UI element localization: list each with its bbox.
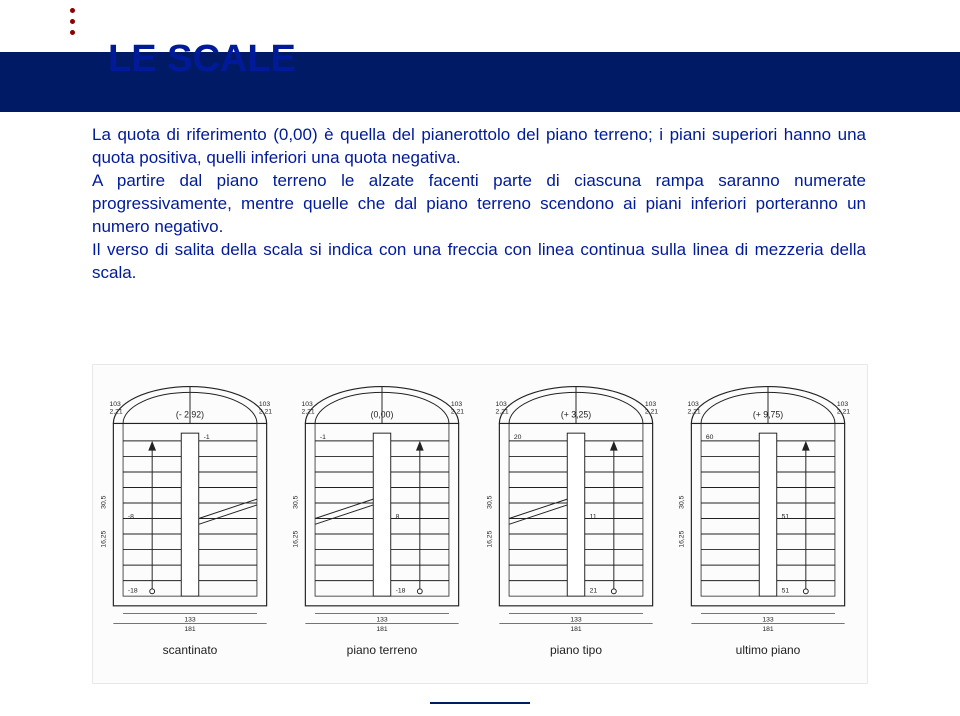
svg-text:103: 103 — [259, 401, 271, 408]
plan-caption: ultimo piano — [677, 643, 859, 657]
svg-text:133: 133 — [184, 616, 196, 623]
stair-plans-figure: (- 2,92)1032,21 1032,21-1 -18 -830,5 16,… — [92, 364, 868, 684]
svg-text:103: 103 — [109, 401, 121, 408]
paragraph-3: Il verso di salita della scala si indica… — [92, 240, 866, 282]
svg-text:2,21: 2,21 — [837, 409, 850, 416]
plan-caption: piano tipo — [485, 643, 667, 657]
svg-text:-1: -1 — [320, 434, 326, 441]
svg-text:-18: -18 — [128, 587, 138, 594]
svg-text:30,5: 30,5 — [293, 495, 300, 508]
svg-text:11: 11 — [590, 514, 597, 521]
svg-text:21: 21 — [590, 587, 598, 594]
svg-text:51: 51 — [782, 514, 790, 521]
page-title: LE SCALE — [108, 38, 296, 81]
svg-text:16,25: 16,25 — [293, 530, 300, 547]
svg-text:20: 20 — [514, 434, 522, 441]
svg-text:30,5: 30,5 — [487, 495, 494, 508]
svg-text:103: 103 — [301, 401, 313, 408]
svg-text:2,21: 2,21 — [109, 409, 122, 416]
svg-text:133: 133 — [762, 616, 774, 623]
svg-text:133: 133 — [570, 616, 582, 623]
svg-text:133: 133 — [376, 616, 388, 623]
caption-row: scantinato piano terreno piano tipo ultimo … — [93, 643, 867, 675]
svg-text:181: 181 — [570, 626, 582, 633]
svg-text:-8: -8 — [128, 514, 134, 521]
svg-text:2,21: 2,21 — [301, 409, 314, 416]
plan-caption: scantinato — [99, 643, 281, 657]
svg-text:103: 103 — [495, 401, 507, 408]
svg-text:(+ 9,75): (+ 9,75) — [753, 410, 783, 420]
svg-text:8: 8 — [396, 514, 400, 521]
svg-text:30,5: 30,5 — [101, 495, 108, 508]
svg-text:2,21: 2,21 — [645, 409, 658, 416]
svg-text:2,21: 2,21 — [495, 409, 508, 416]
svg-text:60: 60 — [706, 434, 714, 441]
svg-text:-18: -18 — [396, 587, 406, 594]
svg-text:16,25: 16,25 — [101, 530, 108, 547]
svg-text:181: 181 — [376, 626, 388, 633]
bullet — [70, 8, 75, 13]
stair-plan-2: (+ 3,25)1032,21 1032,2120 21 1130,5 16,2… — [485, 373, 667, 633]
stair-plan-0: (- 2,92)1032,21 1032,21-1 -18 -830,5 16,… — [99, 373, 281, 633]
body-text: La quota di riferimento (0,00) è quella … — [92, 124, 866, 285]
stair-plan-3: (+ 9,75)1032,21 1032,2160 51 5130,5 16,2… — [677, 373, 859, 633]
svg-text:-1: -1 — [204, 434, 210, 441]
svg-text:181: 181 — [184, 626, 196, 633]
svg-text:181: 181 — [762, 626, 774, 633]
paragraph-1: La quota di riferimento (0,00) è quella … — [92, 125, 866, 167]
bullet — [70, 19, 75, 24]
svg-text:(0,00): (0,00) — [371, 410, 394, 420]
footer-rule — [430, 702, 530, 704]
plan-caption: piano terreno — [291, 643, 473, 657]
bullet-list — [70, 8, 75, 41]
svg-text:2,21: 2,21 — [259, 409, 272, 416]
svg-text:2,21: 2,21 — [687, 409, 700, 416]
bullet — [70, 30, 75, 35]
svg-text:16,25: 16,25 — [487, 530, 494, 547]
svg-text:103: 103 — [645, 401, 657, 408]
svg-text:103: 103 — [837, 401, 849, 408]
paragraph-2: A partire dal piano terreno le alzate fa… — [92, 171, 866, 236]
stair-plan-1: (0,00)1032,21 1032,21-1 -18 830,5 16,25 … — [291, 373, 473, 633]
svg-text:30,5: 30,5 — [679, 495, 686, 508]
svg-text:51: 51 — [782, 587, 790, 594]
svg-text:2,21: 2,21 — [451, 409, 464, 416]
svg-text:(- 2,92): (- 2,92) — [176, 410, 204, 420]
svg-text:103: 103 — [451, 401, 463, 408]
svg-text:16,25: 16,25 — [679, 530, 686, 547]
svg-text:(+ 3,25): (+ 3,25) — [561, 410, 591, 420]
svg-text:103: 103 — [687, 401, 699, 408]
